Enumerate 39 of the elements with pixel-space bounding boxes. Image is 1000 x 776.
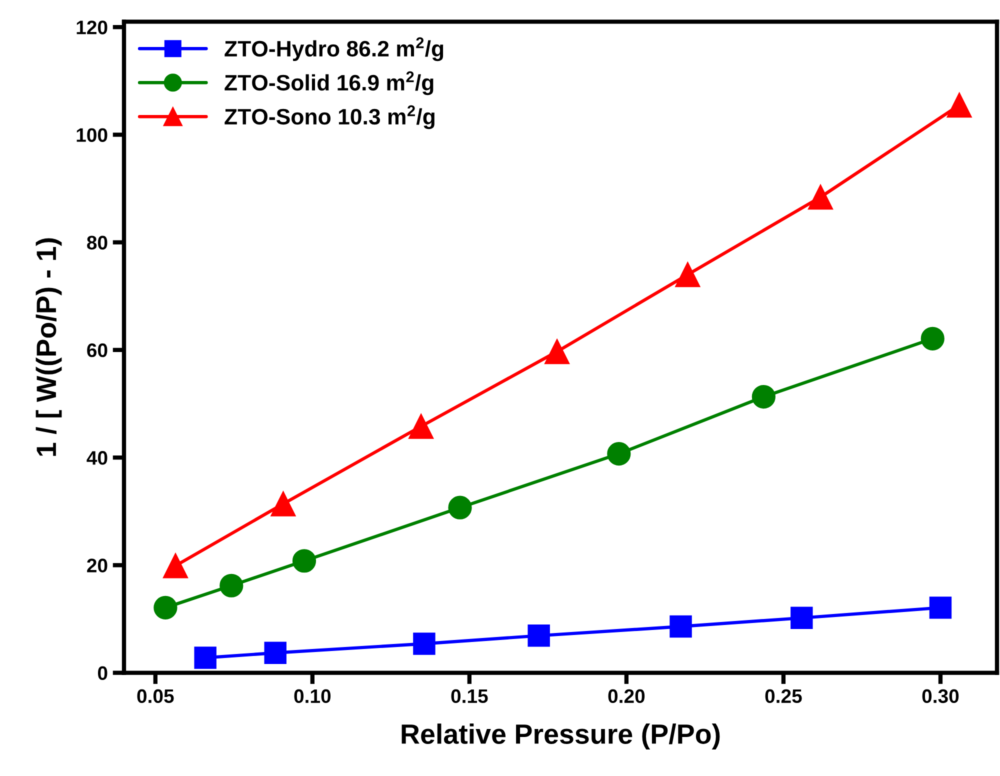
point xyxy=(808,184,834,210)
x-tick-label: 0.10 xyxy=(294,689,331,704)
y-tick-label: 60 xyxy=(87,343,108,358)
point xyxy=(607,442,631,466)
x-tick-label: 0.05 xyxy=(137,689,174,704)
point xyxy=(670,615,692,638)
point xyxy=(194,646,216,669)
point xyxy=(929,596,952,619)
x-tick-label: 0.20 xyxy=(608,689,645,704)
legend-label: ZTO-Solid 16.9 m$^{2}$/g xyxy=(224,71,434,96)
point xyxy=(270,491,296,516)
point xyxy=(154,596,178,620)
x-tick-label: 0.30 xyxy=(922,689,959,704)
point xyxy=(220,574,244,598)
point xyxy=(264,642,286,664)
legend-label: ZTO-Sono 10.3 m$^{2}$/g xyxy=(224,105,434,130)
point xyxy=(752,384,776,409)
point xyxy=(528,624,550,647)
x-tick-label: 0.15 xyxy=(451,689,488,704)
y-tick-label: 100 xyxy=(76,128,108,142)
point xyxy=(790,606,813,630)
y-axis-title: 1 / [ W((Po/P) - 1) xyxy=(36,238,62,456)
point xyxy=(413,632,436,655)
y-tick-label: 0 xyxy=(98,666,108,680)
point xyxy=(408,414,434,439)
point xyxy=(448,496,472,520)
point xyxy=(544,339,570,364)
y-tick-label: 80 xyxy=(87,236,108,250)
point xyxy=(946,92,972,118)
x-tick-label: 0.25 xyxy=(765,689,802,704)
y-tick-label: 40 xyxy=(86,451,108,465)
point xyxy=(920,326,944,350)
y-tick-label: 120 xyxy=(76,20,108,34)
point xyxy=(292,549,316,573)
point xyxy=(675,262,700,288)
legend-label: ZTO-Hydro 86.2 m$^{2}$/g xyxy=(224,37,444,62)
y-tick-label: 20 xyxy=(87,558,108,572)
x-axis-title: Relative Pressure (P/Po) xyxy=(402,724,720,750)
point xyxy=(163,553,188,578)
